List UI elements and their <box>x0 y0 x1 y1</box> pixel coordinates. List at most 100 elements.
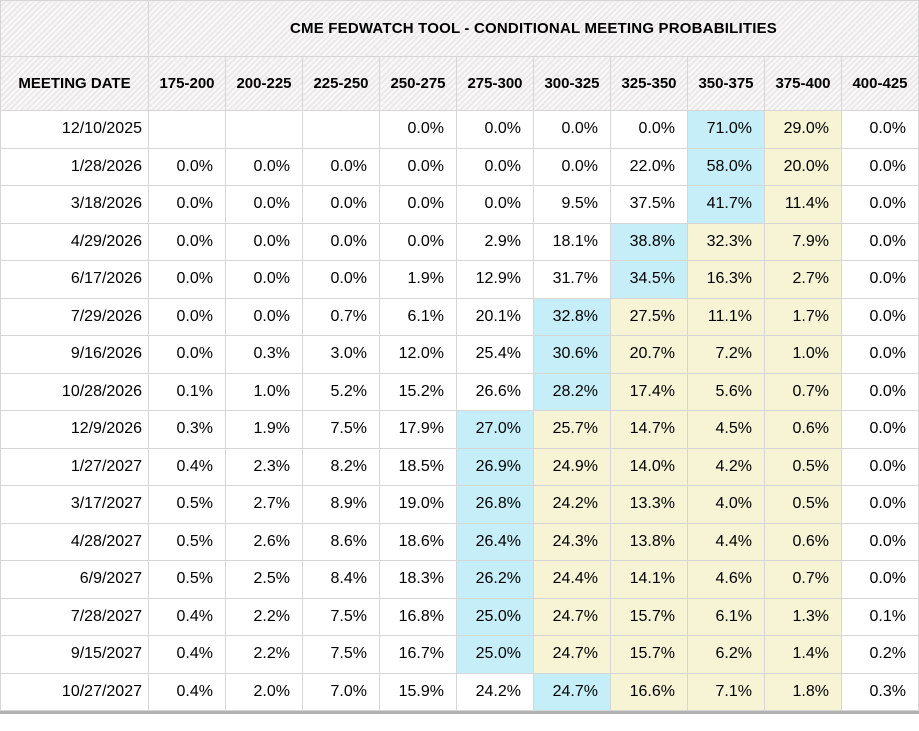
prob-cell: 0.0% <box>379 185 457 224</box>
prob-cell: 11.4% <box>764 185 842 224</box>
prob-cell: 0.0% <box>841 147 919 186</box>
prob-cell: 0.0% <box>841 372 919 411</box>
prob-cell: 14.0% <box>610 447 688 486</box>
prob-cell: 0.0% <box>841 560 919 599</box>
prob-cell: 0.0% <box>148 185 226 224</box>
prob-cell: 18.5% <box>379 447 457 486</box>
prob-cell: 24.3% <box>533 522 611 561</box>
prob-cell: 0.5% <box>148 522 226 561</box>
prob-cell: 13.8% <box>610 522 688 561</box>
prob-cell: 15.7% <box>610 635 688 674</box>
meeting-date-cell: 6/17/2026 <box>0 260 149 299</box>
prob-cell: 8.6% <box>302 522 380 561</box>
meeting-date-cell: 9/16/2026 <box>0 335 149 374</box>
prob-cell: 4.6% <box>687 560 765 599</box>
prob-cell: 24.9% <box>533 447 611 486</box>
table-row: 1/28/2026 0.0% 0.0% 0.0% 0.0% 0.0% 0.0% … <box>0 147 919 186</box>
prob-cell: 32.8% <box>533 297 611 336</box>
prob-cell: 0.6% <box>764 522 842 561</box>
prob-cell: 7.5% <box>302 635 380 674</box>
meeting-date-cell: 3/17/2027 <box>0 485 149 524</box>
prob-cell: 27.5% <box>610 297 688 336</box>
prob-cell: 0.0% <box>302 260 380 299</box>
prob-cell: 1.8% <box>764 672 842 711</box>
prob-cell: 34.5% <box>610 260 688 299</box>
prob-cell: 0.0% <box>225 147 303 186</box>
table-row: 6/17/2026 0.0% 0.0% 0.0% 1.9% 12.9% 31.7… <box>0 260 919 299</box>
prob-cell: 41.7% <box>687 185 765 224</box>
prob-cell: 0.0% <box>379 110 457 149</box>
prob-cell: 0.6% <box>764 410 842 449</box>
prob-cell: 20.7% <box>610 335 688 374</box>
rate-column-header: 175-200 <box>148 56 226 111</box>
prob-cell: 0.5% <box>148 560 226 599</box>
table-row: 9/15/2027 0.4% 2.2% 7.5% 16.7% 25.0% 24.… <box>0 635 919 674</box>
prob-cell: 71.0% <box>687 110 765 149</box>
title-row: CME FEDWATCH TOOL - CONDITIONAL MEETING … <box>0 0 919 57</box>
table-row: 12/9/2026 0.3% 1.9% 7.5% 17.9% 27.0% 25.… <box>0 410 919 449</box>
prob-cell: 2.7% <box>764 260 842 299</box>
meeting-date-header: MEETING DATE <box>0 56 149 111</box>
prob-cell: 0.0% <box>841 297 919 336</box>
meeting-date-cell: 12/9/2026 <box>0 410 149 449</box>
table-row: 3/18/2026 0.0% 0.0% 0.0% 0.0% 0.0% 9.5% … <box>0 185 919 224</box>
meeting-date-cell: 7/28/2027 <box>0 597 149 636</box>
prob-cell: 0.0% <box>610 110 688 149</box>
prob-cell: 6.1% <box>687 597 765 636</box>
prob-cell: 13.3% <box>610 485 688 524</box>
prob-cell: 58.0% <box>687 147 765 186</box>
prob-cell: 16.6% <box>610 672 688 711</box>
table-row: 12/10/2025 0.0% 0.0% 0.0% 0.0% 71.0% 29.… <box>0 110 919 149</box>
rate-column-header: 300-325 <box>533 56 611 111</box>
prob-cell: 15.9% <box>379 672 457 711</box>
prob-cell: 2.5% <box>225 560 303 599</box>
prob-cell: 0.3% <box>225 335 303 374</box>
prob-cell <box>148 110 226 149</box>
prob-cell: 16.3% <box>687 260 765 299</box>
rate-column-header: 400-425 <box>841 56 919 111</box>
prob-cell: 7.5% <box>302 597 380 636</box>
prob-cell: 16.7% <box>379 635 457 674</box>
prob-cell: 26.8% <box>456 485 534 524</box>
prob-cell: 0.0% <box>225 297 303 336</box>
prob-cell: 25.0% <box>456 597 534 636</box>
prob-cell: 26.4% <box>456 522 534 561</box>
rate-column-header: 200-225 <box>225 56 303 111</box>
prob-cell: 0.0% <box>841 447 919 486</box>
prob-cell <box>225 110 303 149</box>
prob-cell: 24.7% <box>533 672 611 711</box>
prob-cell: 12.0% <box>379 335 457 374</box>
prob-cell: 15.2% <box>379 372 457 411</box>
prob-cell: 1.0% <box>764 335 842 374</box>
prob-cell: 7.2% <box>687 335 765 374</box>
prob-cell: 7.9% <box>764 222 842 261</box>
prob-cell: 28.2% <box>533 372 611 411</box>
table-row: 4/28/2027 0.5% 2.6% 8.6% 18.6% 26.4% 24.… <box>0 522 919 561</box>
prob-cell: 5.2% <box>302 372 380 411</box>
prob-cell: 0.0% <box>456 147 534 186</box>
corner-cell <box>0 0 149 57</box>
prob-cell: 20.0% <box>764 147 842 186</box>
rate-column-header: 275-300 <box>456 56 534 111</box>
prob-cell: 22.0% <box>610 147 688 186</box>
meeting-date-cell: 10/27/2027 <box>0 672 149 711</box>
prob-cell: 9.5% <box>533 185 611 224</box>
prob-cell: 2.3% <box>225 447 303 486</box>
prob-cell: 6.2% <box>687 635 765 674</box>
prob-cell: 0.0% <box>841 185 919 224</box>
meeting-date-cell: 3/18/2026 <box>0 185 149 224</box>
rate-column-header: 350-375 <box>687 56 765 111</box>
prob-cell: 14.1% <box>610 560 688 599</box>
prob-cell: 0.0% <box>379 147 457 186</box>
prob-cell: 0.0% <box>841 410 919 449</box>
prob-cell: 24.7% <box>533 635 611 674</box>
prob-cell: 0.1% <box>148 372 226 411</box>
prob-cell: 0.0% <box>841 110 919 149</box>
table-row: 7/29/2026 0.0% 0.0% 0.7% 6.1% 20.1% 32.8… <box>0 297 919 336</box>
prob-cell: 0.0% <box>456 110 534 149</box>
prob-cell: 0.0% <box>302 222 380 261</box>
prob-cell: 7.0% <box>302 672 380 711</box>
prob-cell: 6.1% <box>379 297 457 336</box>
prob-cell: 1.0% <box>225 372 303 411</box>
prob-cell: 2.7% <box>225 485 303 524</box>
